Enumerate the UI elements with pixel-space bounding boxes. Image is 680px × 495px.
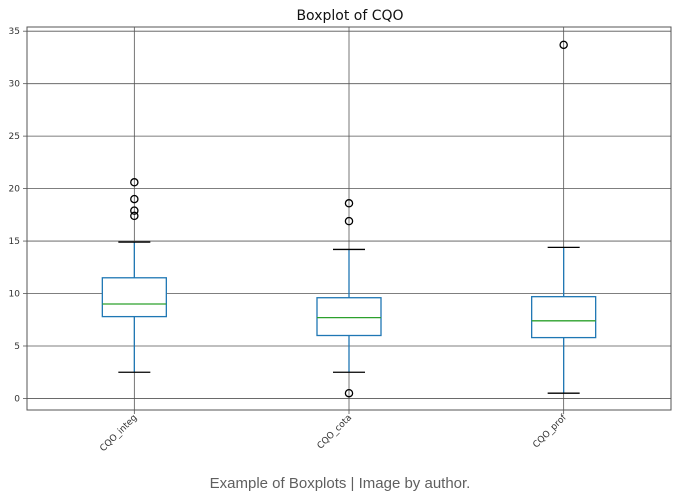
x-tick-label: CQO_cota bbox=[316, 413, 355, 452]
x-tick-label: CQO_prof bbox=[531, 412, 569, 450]
figure-caption: Example of Boxplots | Image by author. bbox=[209, 475, 471, 492]
box-cqo-integ bbox=[101, 178, 167, 373]
iqr-box bbox=[316, 297, 382, 337]
plot-frame bbox=[26, 26, 672, 411]
box-cqo-cota bbox=[316, 199, 382, 398]
outlier-point bbox=[344, 216, 354, 226]
y-tick-label: 0 bbox=[14, 394, 20, 404]
box-cqo-prof bbox=[531, 40, 597, 394]
outlier-point bbox=[130, 178, 139, 187]
box-series bbox=[101, 40, 597, 398]
x-tick-label: CQO_integ bbox=[98, 413, 139, 454]
iqr-box bbox=[101, 277, 167, 318]
y-tick-label: 30 bbox=[9, 80, 21, 90]
x-axis: CQO_integ CQO_cota CQO_prof bbox=[98, 410, 569, 454]
y-tick-label: 20 bbox=[9, 185, 21, 195]
y-tick-label: 10 bbox=[9, 290, 21, 300]
y-tick-label: 35 bbox=[9, 27, 20, 37]
y-tick-label: 25 bbox=[9, 132, 20, 142]
iqr-box bbox=[531, 296, 597, 339]
outlier-point bbox=[559, 40, 568, 50]
outlier-point bbox=[130, 206, 139, 215]
y-tick-label: 15 bbox=[9, 237, 20, 247]
y-axis: 0 5 10 15 20 25 30 35 bbox=[9, 27, 27, 404]
y-tick-label: 5 bbox=[14, 342, 20, 352]
outlier-point bbox=[344, 199, 354, 208]
outlier-point bbox=[130, 211, 139, 221]
chart-title: Boxplot of CQO bbox=[296, 8, 403, 24]
outlier-point bbox=[130, 194, 139, 204]
outlier-point bbox=[344, 388, 354, 398]
